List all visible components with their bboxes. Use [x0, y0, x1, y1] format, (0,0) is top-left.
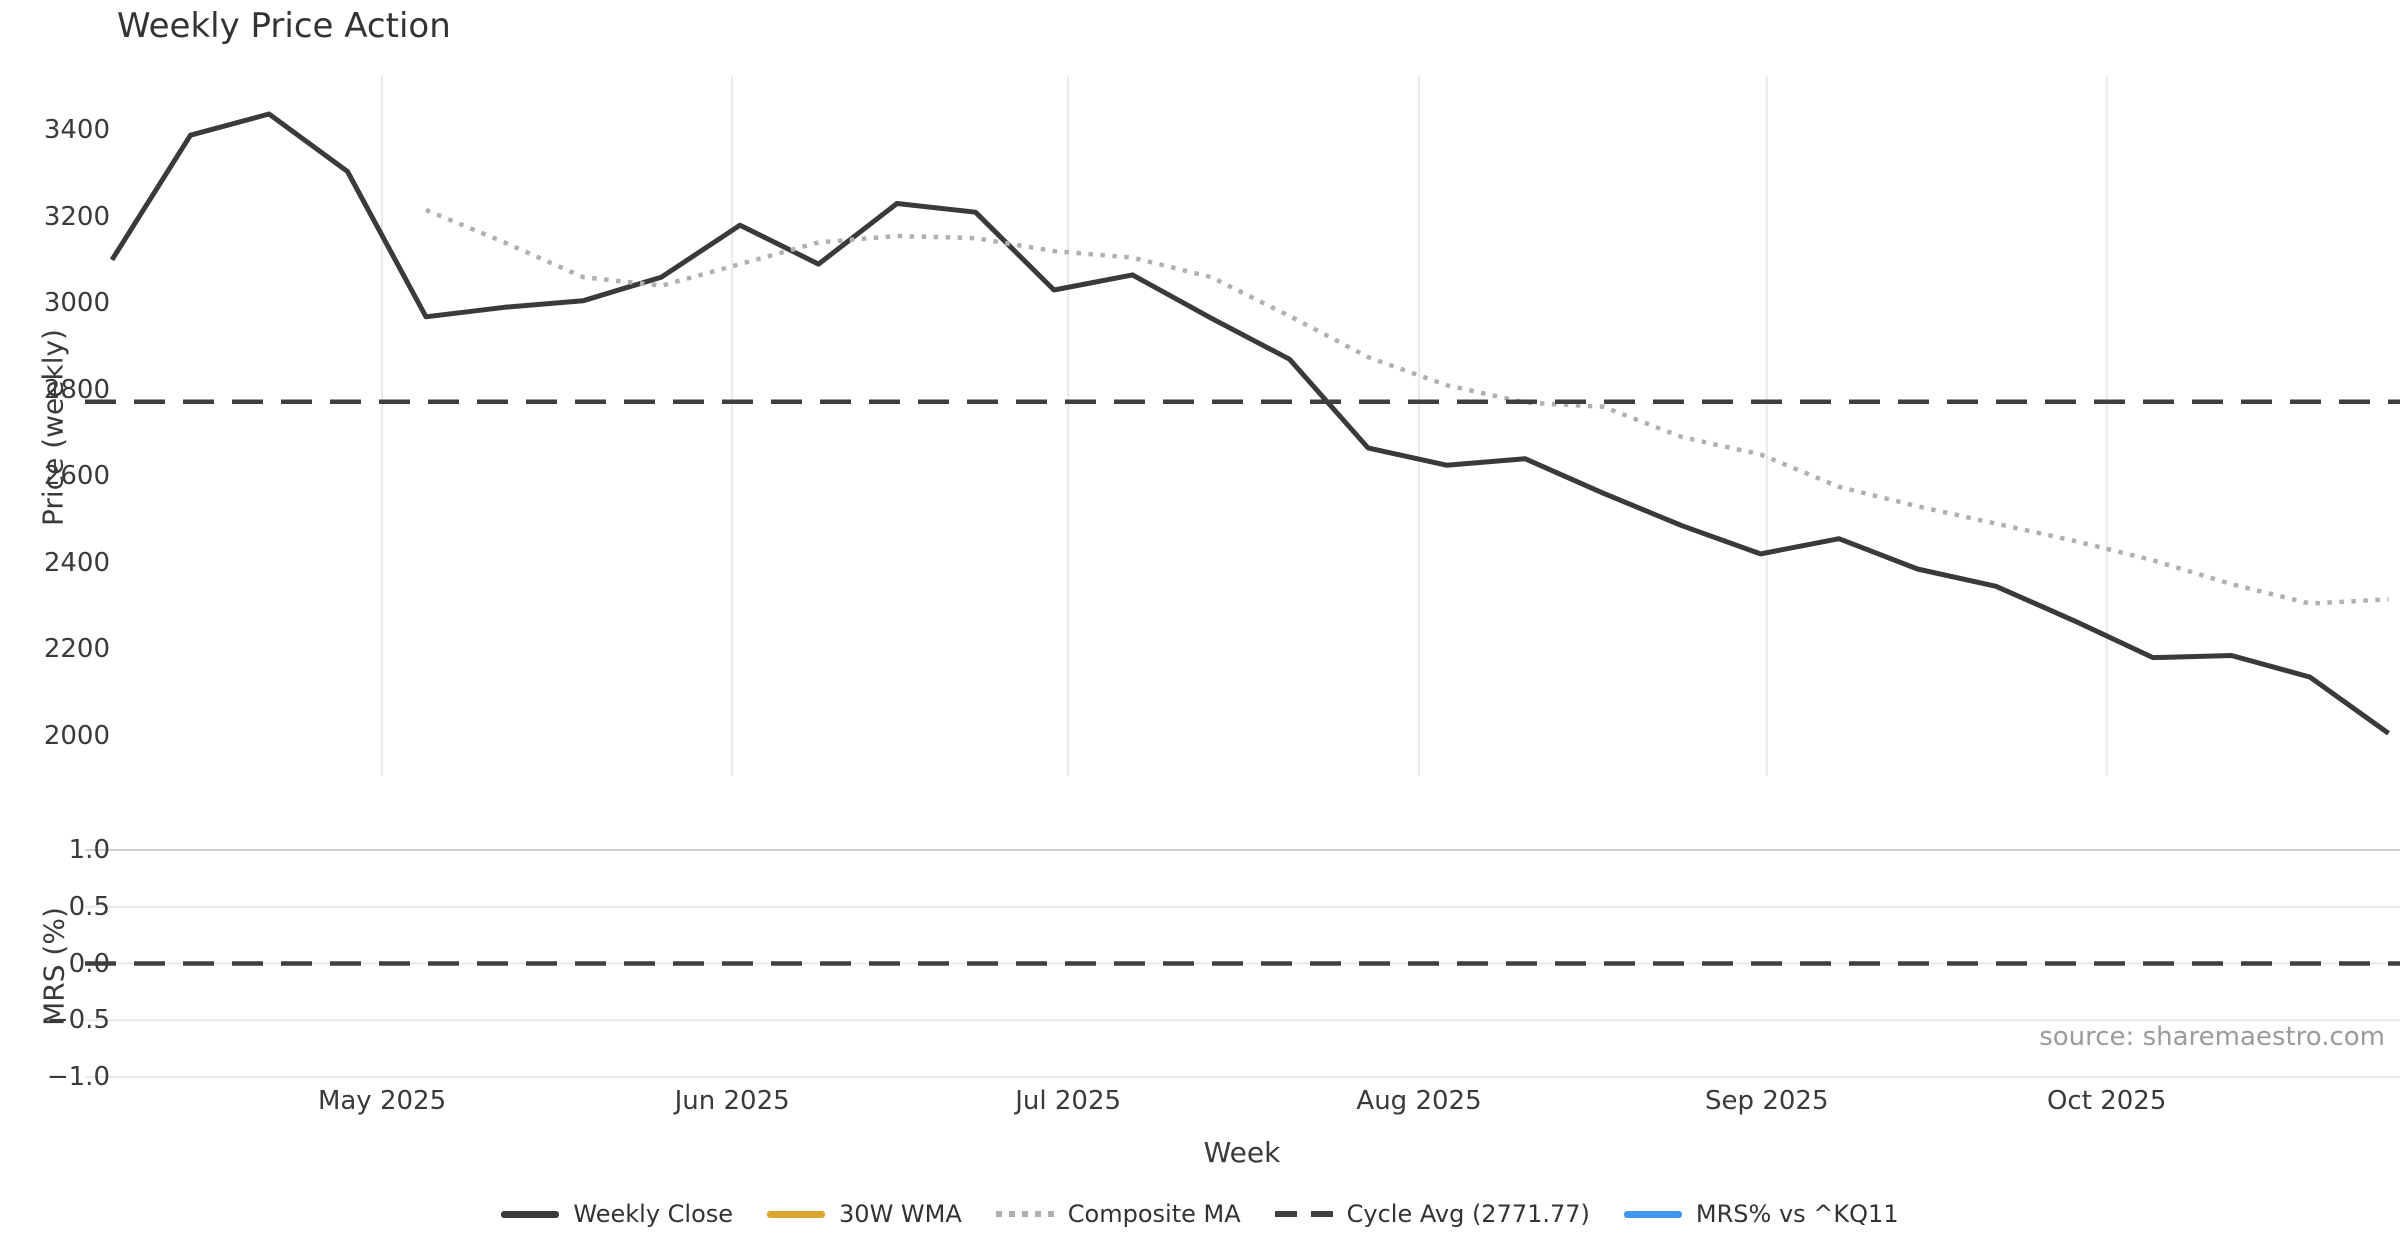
mrs-ytick-label: 0.0 [68, 948, 110, 979]
source-note: source: sharemaestro.com [2039, 1022, 2385, 1052]
legend-label: Cycle Avg (2771.77) [1346, 1200, 1590, 1228]
price-ytick-label: 2400 [43, 547, 110, 578]
legend-item: Composite MA [995, 1200, 1241, 1228]
legend-label: Composite MA [1067, 1200, 1241, 1228]
x-axis-label: Week [1203, 1136, 1281, 1169]
legend-item: Weekly Close [501, 1200, 733, 1228]
month-tick-label: Jul 2025 [1015, 1086, 1122, 1116]
legend-swatch-dotted [995, 1211, 1054, 1217]
chart-title: Weekly Price Action [117, 6, 451, 46]
month-tick-label: Oct 2025 [2046, 1086, 2167, 1116]
price-ytick-label: 3200 [43, 201, 110, 232]
month-tick-label: Aug 2025 [1356, 1086, 1482, 1116]
legend: Weekly Close 30W WMA Composite MA Cycle Avg… [0, 1200, 2400, 1228]
legend-swatch-solid [501, 1210, 560, 1218]
mrs-ytick-label: −1.0 [46, 1062, 110, 1092]
mrs-ytick-label: 1.0 [68, 835, 110, 865]
month-tick-label: Sep 2025 [1705, 1086, 1829, 1116]
price-ytick-label: 2200 [43, 634, 110, 664]
month-tick-label: May 2025 [317, 1086, 447, 1116]
legend-item: Cycle Avg (2771.77) [1274, 1200, 1590, 1228]
price-ytick-label: 3000 [43, 288, 110, 318]
price-ytick-label: 2800 [43, 374, 110, 405]
legend-swatch-solid [767, 1210, 826, 1218]
legend-item: MRS% vs ^KQ11 [1623, 1200, 1899, 1228]
price-ytick-label: 2000 [43, 720, 110, 751]
composite-ma-line [425, 207, 2389, 606]
mrs-ytick-label: −0.5 [46, 1005, 110, 1036]
price-ytick-label: 2600 [43, 461, 110, 491]
legend-swatch-dashed [1274, 1211, 1333, 1217]
legend-item: 30W WMA [767, 1200, 962, 1228]
legend-label: MRS% vs ^KQ11 [1695, 1200, 1899, 1228]
weekly-close-line [109, 111, 2390, 736]
legend-swatch-solid [1623, 1210, 1682, 1218]
legend-label: 30W WMA [839, 1200, 962, 1228]
legend-label: Weekly Close [573, 1200, 734, 1228]
month-tick-label: Jun 2025 [674, 1086, 790, 1116]
price-axis-label: Price (weekly) [36, 329, 70, 526]
mrs-ytick-label: 0.5 [68, 891, 110, 922]
price-ytick-label: 3400 [43, 115, 110, 145]
